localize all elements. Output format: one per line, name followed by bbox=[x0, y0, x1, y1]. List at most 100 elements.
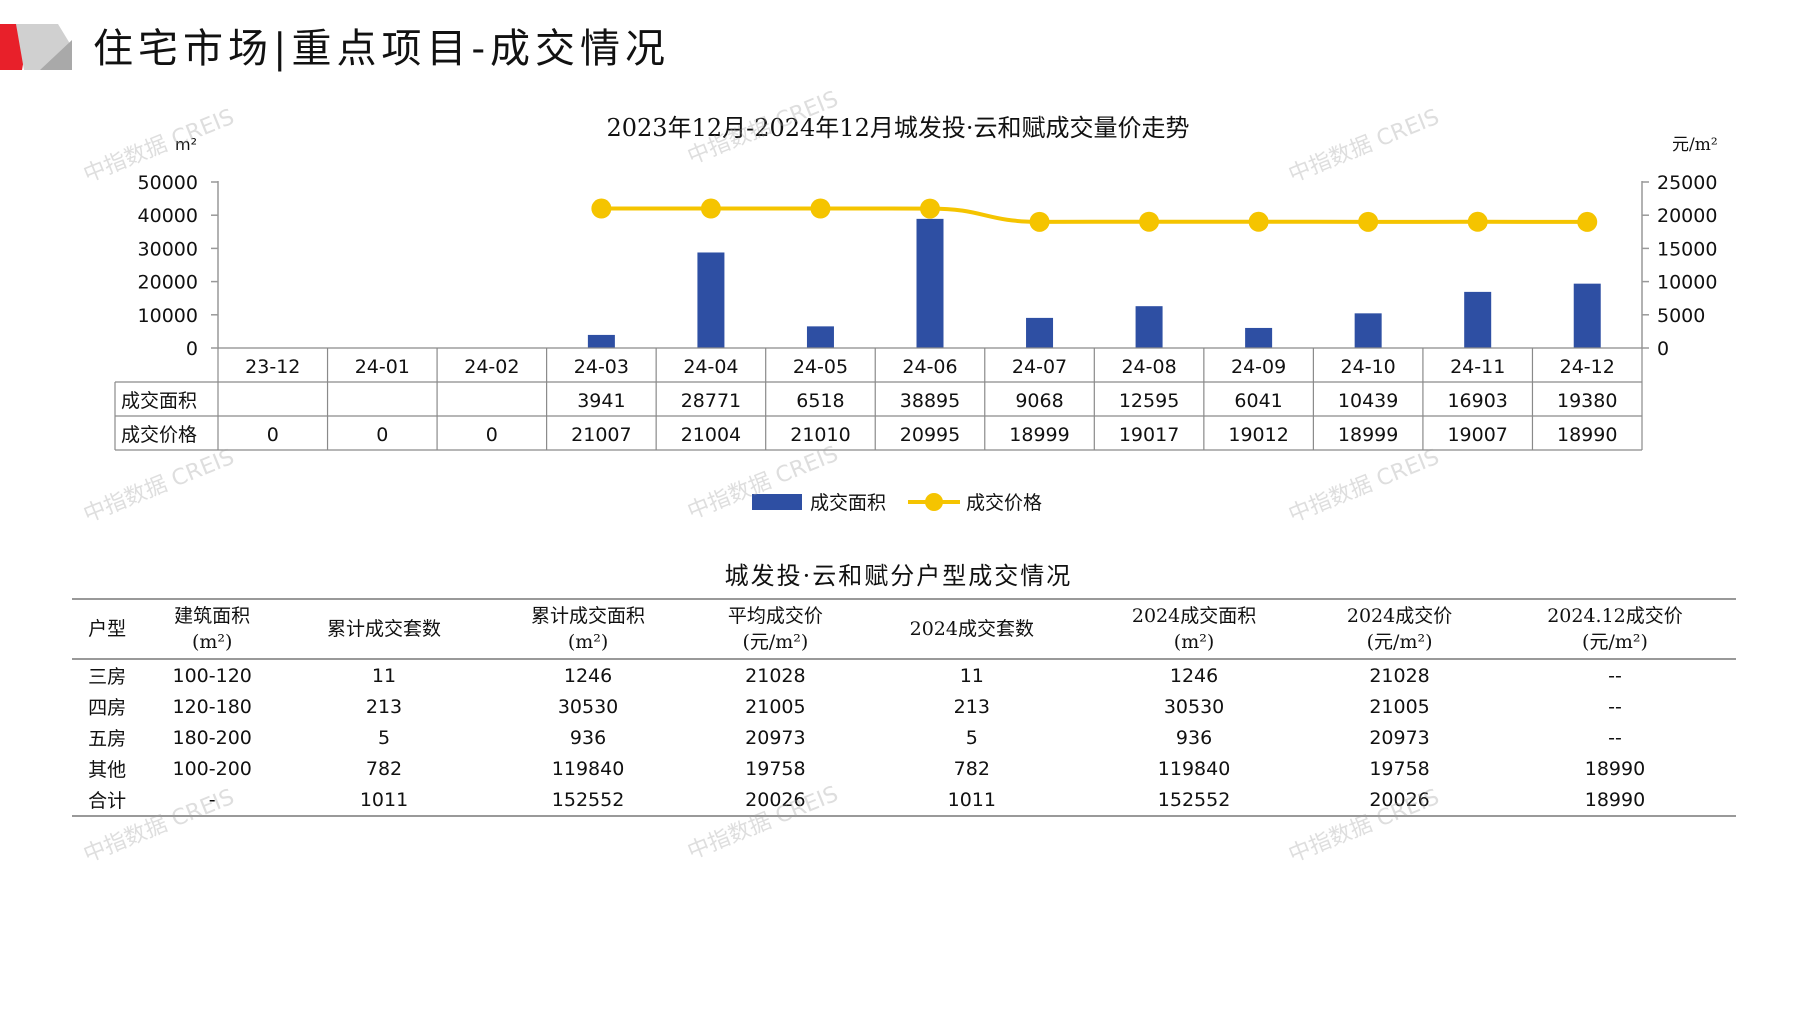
price-point-24-10 bbox=[1358, 211, 1379, 232]
table-cell: 30530 bbox=[1163, 695, 1225, 718]
table-header-cell: 建筑面积 (m²) bbox=[142, 598, 282, 660]
data-label-price: 18990 bbox=[1557, 424, 1617, 446]
x-tick-label: 24-04 bbox=[683, 356, 738, 378]
right-tick-label: 5000 bbox=[1657, 305, 1705, 327]
table-cell: 四房 bbox=[88, 697, 127, 719]
table-cell: 1011 bbox=[860, 784, 1083, 817]
table-cell: 5 bbox=[965, 726, 978, 749]
bar-area-24-09 bbox=[1245, 327, 1273, 348]
x-tick-label: 24-10 bbox=[1341, 356, 1396, 378]
table-cell: 119840 bbox=[551, 757, 625, 780]
right-tick-label: 10000 bbox=[1657, 272, 1717, 294]
data-label-area: 19380 bbox=[1557, 390, 1617, 412]
x-tick-label: 24-01 bbox=[355, 356, 410, 378]
x-tick-label: 24-06 bbox=[902, 356, 957, 378]
legend-label-price: 成交价格 bbox=[966, 492, 1042, 514]
row-label-area: 成交面积 bbox=[121, 390, 197, 412]
table-cell: 11 bbox=[959, 664, 984, 687]
table-header-cell: 2024.12成交价 (元/m²) bbox=[1493, 598, 1736, 660]
table-cell: 20973 bbox=[745, 726, 806, 749]
price-point-24-11 bbox=[1467, 211, 1488, 232]
table-cell: 100-200 bbox=[172, 757, 252, 780]
x-tick-label: 23-12 bbox=[245, 356, 300, 378]
table-header-cell: 户型 bbox=[72, 598, 143, 660]
x-tick-label: 24-02 bbox=[464, 356, 519, 378]
table-cell: - bbox=[142, 784, 282, 817]
volume-price-chart: 2023年12月-2024年12月城发投·云和赋成交量价走势 m² 元/m² 0 100… bbox=[114, 114, 1718, 514]
table-header-cell: 累计成交面积 (m²) bbox=[486, 598, 691, 660]
data-label-area: 28771 bbox=[681, 390, 741, 412]
price-point-24-12 bbox=[1577, 211, 1598, 232]
table-cell: 119840 bbox=[1157, 757, 1231, 780]
data-label-area: 10439 bbox=[1338, 390, 1398, 412]
price-point-24-09 bbox=[1248, 211, 1269, 232]
right-tick-label: 25000 bbox=[1657, 172, 1717, 194]
right-tick-label: 15000 bbox=[1657, 238, 1717, 260]
table-cell: 936 bbox=[1175, 726, 1213, 749]
price-point-24-04 bbox=[700, 198, 721, 219]
table-cell: 18990 bbox=[1493, 784, 1736, 817]
table-cell: 1246 bbox=[1169, 664, 1219, 687]
table-cell: 5 bbox=[377, 726, 391, 749]
table-cell: 30530 bbox=[557, 695, 619, 718]
data-label-price: 18999 bbox=[1009, 424, 1069, 446]
table-cell: 其他 bbox=[88, 759, 127, 781]
x-tick-label: 24-07 bbox=[1012, 356, 1067, 378]
x-tick-label: 24-09 bbox=[1231, 356, 1286, 378]
right-axis-unit: 元/m² bbox=[1672, 135, 1718, 155]
table-cell: 21028 bbox=[1369, 664, 1430, 687]
bar-area-24-11 bbox=[1464, 291, 1492, 348]
right-tick-label: 0 bbox=[1657, 338, 1669, 360]
bar-area-24-04 bbox=[697, 252, 725, 348]
right-tick-label: 20000 bbox=[1657, 205, 1717, 227]
table-row: 三房 100-120 11 1246 21028 11 1246 21028 -- bbox=[72, 659, 1736, 691]
left-axis-unit: m² bbox=[175, 135, 197, 154]
price-point-24-06 bbox=[920, 198, 940, 219]
table-body: 三房 100-120 11 1246 21028 11 1246 21028 -- 四房 120-1… bbox=[72, 659, 1736, 817]
x-tick-label: 24-05 bbox=[793, 356, 848, 378]
table-cell: 100-120 bbox=[172, 664, 252, 687]
table-header-cell: 2024成交套数 bbox=[860, 598, 1083, 660]
data-label-price: 19007 bbox=[1447, 424, 1507, 446]
table-cell: -- bbox=[1608, 726, 1622, 749]
bar-area-24-03 bbox=[587, 334, 615, 348]
data-label-area: 9068 bbox=[1015, 390, 1063, 412]
chart-title: 2023年12月-2024年12月城发投·云和赋成交量价走势 bbox=[607, 114, 1190, 142]
data-label-price: 21004 bbox=[681, 424, 741, 446]
table-cell: 18990 bbox=[1584, 757, 1646, 780]
data-label-area: 38895 bbox=[900, 390, 960, 412]
data-label-area: 6041 bbox=[1234, 390, 1282, 412]
page-title: 住宅市场|重点项目-成交情况 bbox=[93, 26, 670, 72]
table-cell: 152552 bbox=[1082, 784, 1306, 817]
table-cell: 合计 bbox=[72, 784, 143, 817]
legend-marker-price bbox=[925, 493, 943, 511]
bar-area-24-06 bbox=[916, 218, 944, 348]
price-point-24-03 bbox=[591, 198, 612, 219]
table-cell: 五房 bbox=[88, 728, 127, 750]
bar-area-24-12 bbox=[1573, 283, 1601, 348]
data-label-price: 21007 bbox=[571, 424, 631, 446]
table-cell: 19758 bbox=[745, 757, 806, 780]
table-cell: 19758 bbox=[1369, 757, 1430, 780]
price-line bbox=[601, 206, 1588, 224]
data-label-price: 0 bbox=[376, 424, 388, 446]
left-tick-label: 40000 bbox=[138, 205, 198, 227]
data-label-price: 20995 bbox=[900, 424, 960, 446]
table-cell: -- bbox=[1608, 695, 1622, 718]
table-row: 五房 180-200 5 936 20973 5 936 20973 -- bbox=[72, 722, 1736, 753]
table-row: 合计 -1011 152552 20026 1011 152552 20026 18990 bbox=[72, 784, 1736, 817]
data-label-price: 19012 bbox=[1228, 424, 1288, 446]
table-cell: 21005 bbox=[745, 695, 806, 718]
bar-area-24-07 bbox=[1026, 317, 1054, 348]
data-label-price: 21010 bbox=[790, 424, 850, 446]
table-header-cell: 2024成交面积 (m²) bbox=[1082, 598, 1306, 660]
data-label-price: 0 bbox=[267, 424, 279, 446]
table-cell: 936 bbox=[569, 726, 607, 749]
table-header-cell: 2024成交价 (元/m²) bbox=[1305, 598, 1494, 660]
table-cell: 20026 bbox=[690, 784, 861, 817]
table-cell: 20973 bbox=[1369, 726, 1430, 749]
x-tick-label: 24-08 bbox=[1121, 356, 1176, 378]
left-tick-label: 0 bbox=[186, 338, 198, 360]
table-header-cell: 累计成交套数 bbox=[282, 598, 487, 660]
table-title: 城发投·云和赋分户型成交情况 bbox=[724, 562, 1073, 590]
